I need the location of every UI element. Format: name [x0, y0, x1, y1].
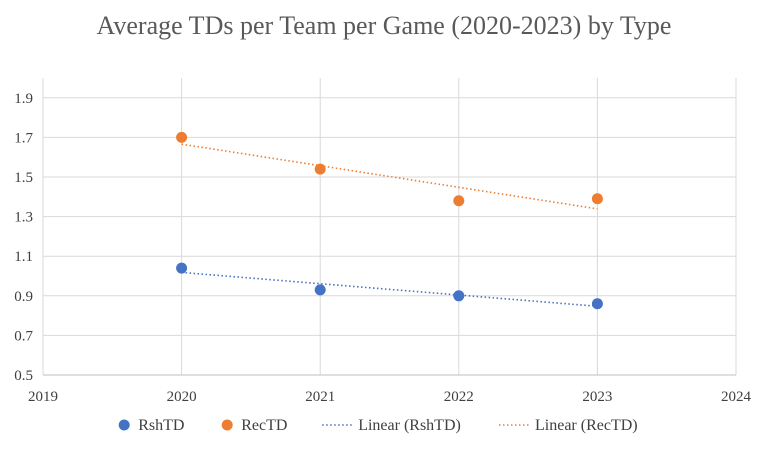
- trendline-rshtd: [181, 271, 598, 308]
- point-rectd: [453, 195, 465, 207]
- x-tick-label: 2019: [28, 389, 58, 405]
- y-tick-label: 1.9: [14, 91, 33, 107]
- point-rectd: [176, 131, 188, 143]
- y-tick-label: 1.1: [14, 249, 33, 265]
- x-tick-label: 2022: [444, 389, 474, 405]
- tick-layer: 0.5 0.7 0.9 1.1 1.3 1.5 1.7 1.9 2019 2020 2021 2022…: [14, 91, 751, 405]
- legend-marker: [118, 419, 130, 431]
- y-tick-label: 1.5: [14, 170, 33, 186]
- x-tick-label: 2020: [167, 389, 197, 405]
- legend-label: Linear (RecTD): [535, 417, 638, 434]
- legend: RshTD RecTD Linear (RshTD) Linear (RecTD): [118, 417, 638, 434]
- y-tick-label: 0.7: [14, 328, 33, 344]
- point-layer: [176, 131, 603, 310]
- x-tick-label: 2023: [582, 389, 612, 405]
- y-tick-label: 1.3: [14, 210, 33, 226]
- trendline-layer: [181, 143, 598, 308]
- point-rectd: [314, 163, 326, 175]
- legend-marker: [221, 419, 233, 431]
- point-rshtd: [176, 262, 188, 274]
- x-tick-label: 2021: [305, 389, 335, 405]
- legend-label: RshTD: [138, 417, 184, 434]
- point-rshtd: [453, 290, 465, 302]
- chart-title: Average TDs per Team per Game (2020-2023…: [97, 11, 672, 40]
- x-tick-label: 2024: [721, 389, 752, 405]
- legend-label: Linear (RshTD): [358, 417, 461, 434]
- point-rshtd: [591, 298, 603, 310]
- point-rshtd: [314, 284, 326, 296]
- legend-label: RecTD: [241, 417, 287, 434]
- grid-layer: [42, 78, 737, 376]
- y-tick-label: 0.5: [14, 368, 33, 384]
- point-rectd: [591, 193, 603, 205]
- y-tick-label: 1.7: [14, 130, 33, 146]
- y-tick-label: 0.9: [14, 289, 33, 305]
